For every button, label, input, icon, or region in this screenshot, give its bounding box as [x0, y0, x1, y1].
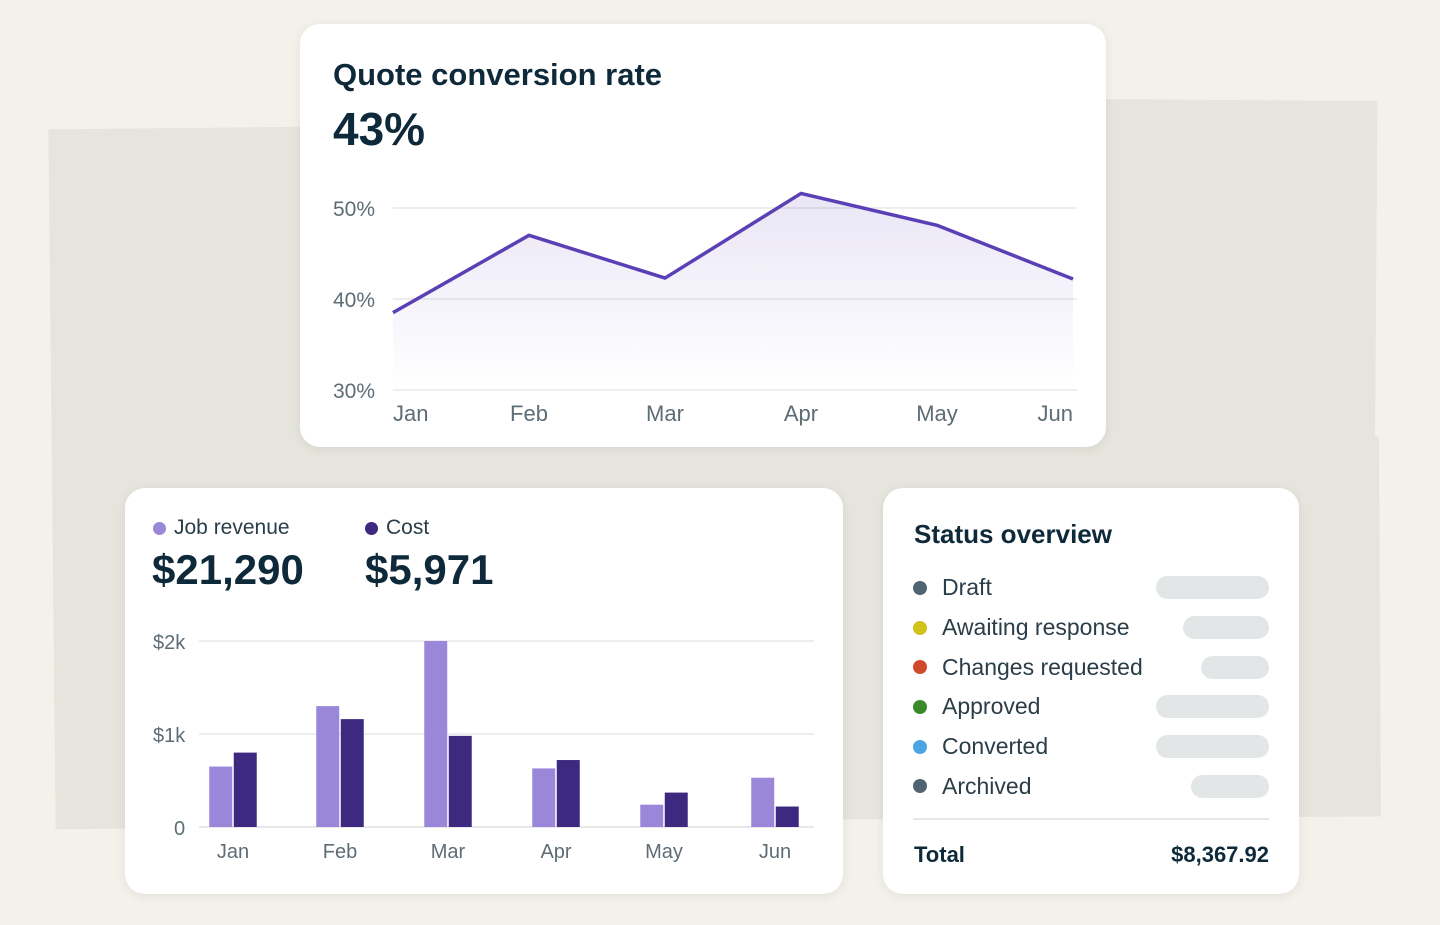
y-tick-label: 30% — [333, 380, 375, 403]
y-tick-label: 50% — [333, 198, 375, 221]
status-dot — [913, 660, 927, 675]
total-label: Total — [914, 842, 965, 867]
revenue-bar — [209, 766, 233, 827]
conversion-title: Quote conversion rate — [333, 57, 663, 92]
status-list: Draft Awaiting response Changes requested A… — [913, 568, 1269, 806]
status-row: Converted — [913, 727, 1269, 767]
status-title: Status overview — [914, 519, 1112, 549]
revenue-bar — [751, 777, 775, 827]
status-row: Draft — [913, 568, 1269, 608]
legend-cost: Cost — [365, 516, 429, 540]
x-tick-label: Mar — [431, 841, 466, 863]
y-tick-label: 0 — [174, 818, 185, 840]
status-row: Awaiting response — [913, 608, 1269, 648]
y-tick-label: $2k — [153, 632, 186, 654]
cost-bar — [556, 760, 580, 827]
status-row: Changes requested — [913, 647, 1269, 687]
x-tick-label: Apr — [540, 841, 571, 863]
status-bar — [1156, 695, 1269, 719]
legend-dot — [365, 521, 378, 535]
x-tick-label: Jun — [1038, 401, 1073, 426]
cost-bar — [775, 806, 799, 827]
revenue-bar — [424, 641, 448, 827]
status-label: Draft — [942, 574, 992, 601]
divider — [913, 818, 1269, 820]
revenue-bar — [316, 706, 340, 827]
legend-label: Job revenue — [174, 516, 290, 539]
y-tick-label: $1k — [153, 725, 186, 747]
status-label: Converted — [942, 733, 1049, 760]
status-dot — [913, 739, 927, 754]
status-overview-card: Status overview Draft Awaiting response Ch… — [883, 488, 1299, 894]
status-label: Awaiting response — [942, 614, 1130, 641]
status-row: Approved — [913, 687, 1269, 727]
conversion-line — [392, 191, 1074, 315]
status-dot — [913, 580, 927, 595]
cost-bar — [233, 752, 257, 827]
status-bar — [1201, 655, 1269, 679]
cost-bar — [664, 792, 688, 827]
x-tick-label: May — [645, 841, 683, 863]
conversion-rate-card: Quote conversion rate 43% 30% 40% 50% Jan Fe… — [300, 24, 1106, 447]
cost-bar — [340, 719, 364, 827]
total-value: $8,367.92 — [1171, 842, 1269, 867]
status-bar — [1156, 735, 1269, 759]
y-tick-label: 40% — [333, 289, 375, 312]
x-tick-label: Jan — [393, 401, 428, 426]
job-revenue-value: $21,290 — [152, 546, 304, 593]
x-tick-label: Jan — [217, 841, 249, 863]
status-dot — [913, 699, 927, 714]
cost-value: $5,971 — [365, 546, 494, 593]
x-tick-label: Mar — [646, 401, 684, 426]
status-row: Archived — [913, 766, 1269, 806]
x-tick-label: Feb — [323, 841, 357, 863]
legend-dot — [153, 521, 166, 535]
conversion-line-chart: 30% 40% 50% Jan Feb Mar Apr May Jun — [333, 191, 1077, 426]
x-tick-label: Apr — [784, 401, 818, 426]
revenue-bar — [640, 804, 664, 827]
revenue-bar-chart: 0 $1k $2k Jan Feb Mar Apr May Jun — [153, 632, 814, 863]
conversion-value: 43% — [333, 103, 426, 155]
status-label: Changes requested — [942, 653, 1143, 680]
revenue-cost-card: Job revenue Cost $21,290 $5,971 0 $1k $2k J… — [125, 488, 843, 894]
status-dot — [913, 779, 927, 794]
status-bar — [1183, 616, 1269, 640]
legend-label: Cost — [386, 516, 430, 539]
status-label: Approved — [942, 693, 1041, 720]
x-tick-label: Feb — [510, 401, 548, 426]
status-dot — [913, 620, 927, 635]
legend-job-revenue: Job revenue — [153, 516, 290, 540]
status-bar — [1156, 576, 1269, 600]
area-fill — [393, 193, 1073, 390]
cost-bar — [448, 735, 472, 827]
status-bar — [1191, 774, 1269, 798]
revenue-bar — [532, 768, 556, 827]
x-tick-label: Jun — [759, 841, 791, 863]
x-tick-label: May — [916, 401, 958, 426]
status-label: Archived — [942, 772, 1032, 799]
